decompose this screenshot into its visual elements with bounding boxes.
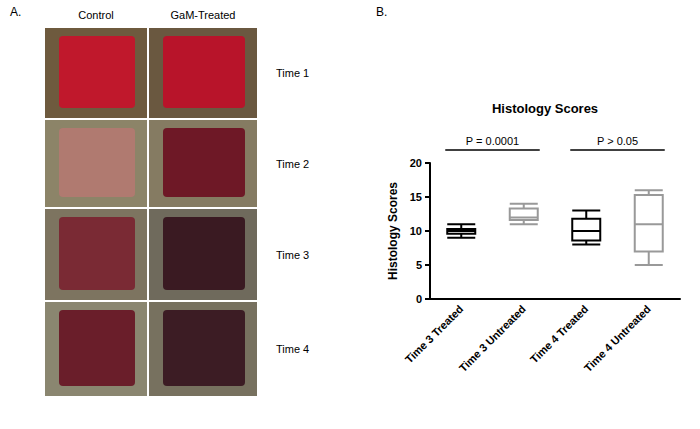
svg-text:A.: A. [10,5,21,19]
svg-text:Time 4 Treated: Time 4 Treated [528,303,591,366]
svg-text:Time 4: Time 4 [276,343,309,355]
svg-text:Histology Scores: Histology Scores [492,101,598,116]
svg-text:Histology Scores: Histology Scores [386,182,400,280]
svg-text:P > 0.05: P > 0.05 [597,135,638,147]
svg-text:Time 1: Time 1 [276,67,309,79]
svg-text:0: 0 [416,293,422,305]
svg-text:5: 5 [416,259,422,271]
svg-text:Time 3 Untreated: Time 3 Untreated [457,303,528,374]
svg-text:P = 0.0001: P = 0.0001 [466,135,519,147]
svg-text:20: 20 [410,157,422,169]
svg-text:Time 3 Treated: Time 3 Treated [403,303,466,366]
svg-text:Time 3: Time 3 [276,249,309,261]
svg-text:Control: Control [78,9,113,21]
svg-text:Time 4 Untreated: Time 4 Untreated [582,303,653,374]
svg-text:Time 2: Time 2 [276,158,309,170]
svg-text:15: 15 [410,191,422,203]
svg-text:10: 10 [410,225,422,237]
svg-text:GaM-Treated: GaM-Treated [170,9,235,21]
svg-text:B.: B. [376,5,387,19]
